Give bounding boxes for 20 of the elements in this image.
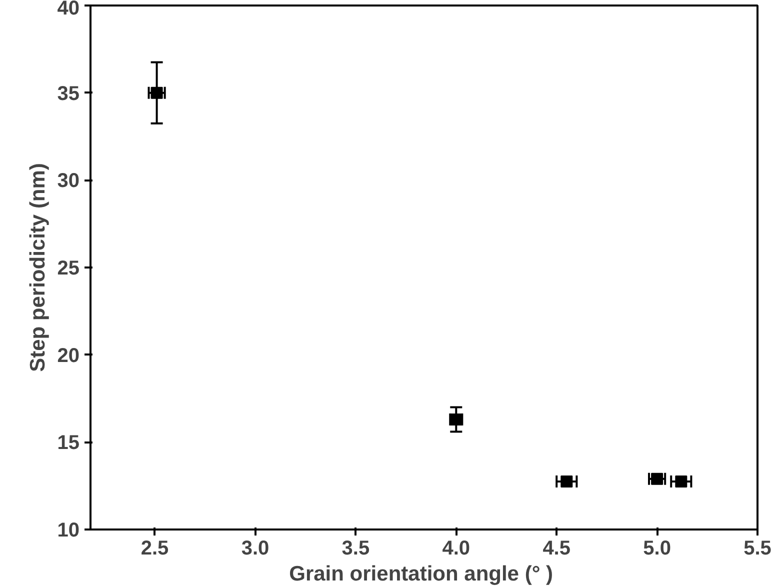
point — [651, 472, 664, 485]
x-tick-label: 5.0 — [643, 538, 671, 560]
x-tick-label: 3.0 — [241, 538, 270, 560]
y-tick-label: 20 — [57, 344, 80, 367]
y-axis-title: Step periodicity (nm) — [26, 163, 50, 372]
point — [150, 86, 163, 99]
x-tick-label: 4.5 — [542, 538, 571, 560]
x-tick-label: 2.5 — [140, 538, 169, 560]
y-tick-label: 10 — [57, 520, 80, 542]
point — [675, 475, 688, 488]
y-tick-label: 40 — [57, 0, 80, 20]
y-tick-label: 35 — [57, 82, 80, 105]
y-tick-label: 25 — [57, 258, 80, 280]
x-tick-label: 3.5 — [342, 538, 370, 560]
x-tick-label: 5.5 — [744, 538, 772, 560]
point — [560, 475, 573, 488]
x-axis-title: Grain orientation angle (° ) — [289, 562, 554, 586]
y-tick-label: 15 — [57, 432, 80, 454]
y-tick-label: 30 — [57, 170, 80, 192]
x-tick-label: 4.0 — [442, 538, 470, 560]
